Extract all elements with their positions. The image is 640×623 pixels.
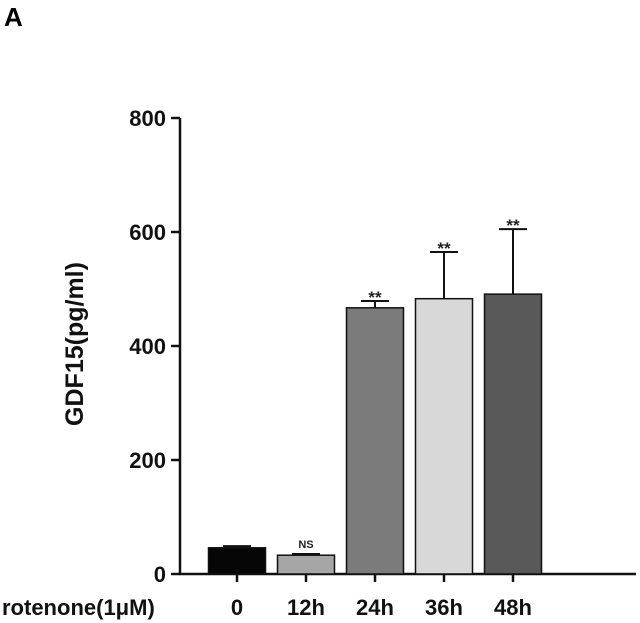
- y-tick-label: 400: [129, 334, 166, 359]
- panel-label: A: [4, 2, 23, 32]
- y-tick-label: 800: [129, 106, 166, 131]
- x-tick-label: 36h: [425, 595, 463, 620]
- bar-1: [207, 547, 267, 575]
- x-tick-label: 24h: [356, 595, 394, 620]
- bar-4: [414, 297, 474, 575]
- bar-2: [276, 554, 336, 575]
- bar-5: [483, 293, 543, 575]
- significance-label-5: **: [506, 216, 520, 235]
- chart-axes: [171, 116, 636, 582]
- chart-labels: 0 200 400 600 800 0 NS 12h ** 24h ** 36h ** 48h roteno…: [2, 106, 532, 620]
- x-tick-label: 0: [231, 595, 243, 620]
- y-tick-label: 200: [129, 448, 166, 473]
- y-tick-label: 0: [154, 562, 166, 587]
- x-axis-label: rotenone(1μM): [2, 595, 155, 620]
- significance-label-2: NS: [298, 539, 313, 551]
- x-tick-label: 48h: [494, 595, 532, 620]
- y-axis-label: GDF15(pg/ml): [61, 262, 89, 426]
- x-tick-label: 12h: [287, 595, 325, 620]
- bar-3: [345, 307, 405, 575]
- y-tick-label: 600: [129, 220, 166, 245]
- significance-label-4: **: [437, 239, 451, 258]
- chart-bars: [207, 228, 543, 575]
- significance-label-3: **: [368, 288, 382, 307]
